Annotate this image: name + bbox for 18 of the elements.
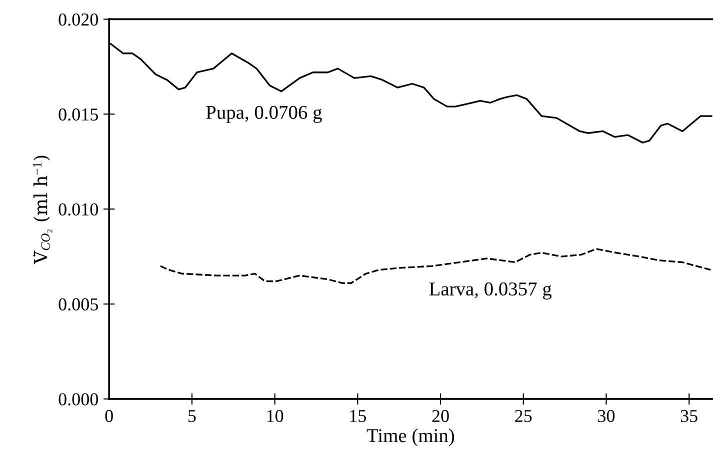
- y-tick-label: 0.010: [58, 203, 98, 216]
- x-tick-label: 35: [680, 410, 698, 422]
- y-tick-label: 0.005: [58, 298, 98, 311]
- x-tick-label: 10: [267, 410, 284, 422]
- x-tick-label: 20: [432, 410, 449, 422]
- x-tick-label: 5: [188, 410, 196, 422]
- y-tick-label: 0.020: [58, 13, 98, 26]
- x-axis-title: Time (min): [366, 428, 454, 446]
- annotation: Pupa, 0.0706 g: [206, 106, 322, 123]
- annotation: Larva, 0.0357 g: [429, 282, 552, 300]
- x-tick-label: 30: [598, 410, 615, 422]
- y-tick-label: 0.000: [58, 393, 98, 406]
- y-axis-title: V̇$_{CO₂}$ (ml h$^{−1}$): [32, 156, 52, 264]
- x-tick-label: 0: [105, 410, 113, 422]
- x-tick-label: 15: [350, 410, 366, 422]
- x-tick-label: 25: [515, 410, 532, 422]
- line-series: [160, 248, 712, 284]
- y-tick-label: 0.015: [58, 108, 98, 121]
